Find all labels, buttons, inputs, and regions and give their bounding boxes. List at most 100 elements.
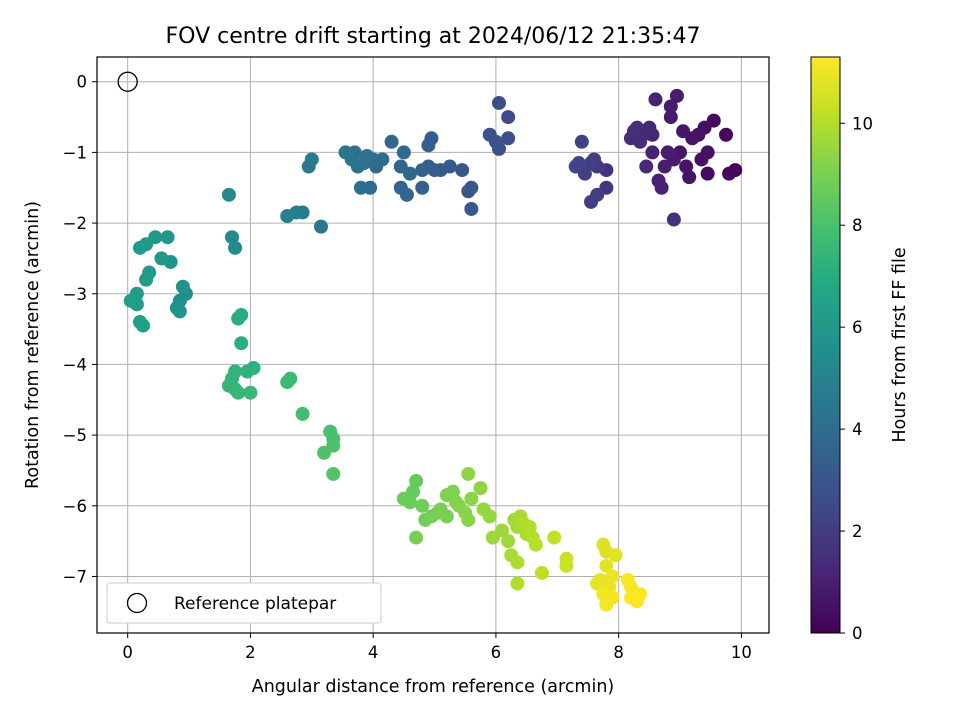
data-point bbox=[415, 163, 430, 178]
data-point bbox=[393, 159, 408, 174]
data-point bbox=[528, 537, 543, 552]
legend-reference-marker bbox=[126, 592, 148, 614]
y-tick-label: −5 bbox=[63, 426, 87, 445]
data-point bbox=[501, 110, 516, 125]
colorbar-tick-label: 4 bbox=[852, 420, 863, 439]
data-point bbox=[228, 240, 243, 255]
data-point bbox=[280, 209, 295, 224]
data-point bbox=[719, 127, 734, 142]
data-point bbox=[136, 318, 151, 333]
data-point bbox=[682, 170, 697, 185]
data-point bbox=[415, 498, 430, 513]
y-tick-label: −1 bbox=[63, 143, 87, 162]
grid-lines bbox=[97, 57, 769, 633]
data-point bbox=[491, 95, 506, 110]
data-point bbox=[590, 576, 605, 591]
y-axis-ticks: 0 −1 −2 −3 −4 −5 −6 −7 bbox=[63, 73, 97, 586]
data-point bbox=[396, 145, 411, 160]
data-point bbox=[501, 534, 516, 549]
data-point bbox=[461, 184, 476, 199]
colorbar-tick-label: 0 bbox=[852, 624, 863, 643]
data-point bbox=[240, 364, 255, 379]
data-point bbox=[584, 194, 599, 209]
data-point bbox=[663, 99, 678, 114]
colorbar-ticks: 0 2 4 6 8 10 bbox=[840, 114, 873, 643]
data-point bbox=[700, 145, 715, 160]
data-point bbox=[669, 88, 684, 103]
data-point bbox=[221, 187, 236, 202]
data-point bbox=[599, 558, 614, 573]
data-point bbox=[175, 279, 190, 294]
y-tick-label: 0 bbox=[77, 73, 88, 92]
data-point bbox=[132, 240, 147, 255]
data-point bbox=[482, 127, 497, 142]
colorbar: 0 2 4 6 8 10 Hours from first FF file bbox=[810, 56, 910, 643]
data-point bbox=[510, 576, 525, 591]
reference-point bbox=[117, 71, 138, 92]
x-tick-label: 0 bbox=[122, 643, 133, 662]
data-point bbox=[657, 159, 672, 174]
data-point bbox=[139, 272, 154, 287]
data-point bbox=[722, 166, 737, 181]
data-point bbox=[534, 565, 549, 580]
data-point bbox=[608, 548, 623, 563]
data-point bbox=[243, 385, 258, 400]
data-point bbox=[495, 523, 510, 538]
x-tick-label: 6 bbox=[491, 643, 502, 662]
legend-label: Reference platepar bbox=[174, 594, 336, 614]
legend: Reference platepar bbox=[106, 582, 382, 624]
data-point bbox=[623, 590, 638, 605]
y-tick-label: −2 bbox=[63, 214, 87, 233]
data-point bbox=[645, 145, 660, 160]
data-point bbox=[169, 300, 184, 315]
colorbar-tick-label: 8 bbox=[852, 216, 863, 235]
colorbar-tick-label: 10 bbox=[852, 114, 873, 133]
data-point bbox=[234, 336, 249, 351]
data-point bbox=[700, 166, 715, 181]
data-point bbox=[568, 159, 583, 174]
reference-marker bbox=[117, 71, 138, 92]
x-axis-label: Angular distance from reference (arcmin) bbox=[252, 677, 615, 697]
data-point bbox=[402, 495, 417, 510]
data-point bbox=[353, 180, 368, 195]
data-point bbox=[623, 131, 638, 146]
data-point bbox=[280, 375, 295, 390]
data-point bbox=[295, 406, 310, 421]
chart-title: FOV centre drift starting at 2024/06/12 … bbox=[166, 24, 701, 49]
data-point bbox=[464, 201, 479, 216]
y-tick-label: −7 bbox=[63, 567, 87, 586]
data-point bbox=[464, 491, 479, 506]
colorbar-tick-label: 6 bbox=[852, 318, 863, 337]
x-axis-ticks: 0 2 4 6 8 10 bbox=[122, 633, 752, 662]
colorbar-label: Hours from first FF file bbox=[890, 247, 910, 442]
data-point bbox=[160, 230, 175, 245]
data-point bbox=[409, 474, 424, 489]
data-points bbox=[123, 88, 743, 612]
data-point bbox=[663, 110, 678, 125]
data-point bbox=[338, 145, 353, 160]
data-point bbox=[648, 92, 663, 107]
data-point bbox=[314, 219, 328, 234]
data-point bbox=[501, 131, 516, 146]
colorbar-tick-label: 2 bbox=[852, 522, 863, 541]
data-point bbox=[522, 519, 537, 534]
data-point bbox=[654, 180, 669, 195]
legend-box bbox=[106, 582, 382, 624]
data-point bbox=[317, 445, 332, 460]
data-point bbox=[574, 134, 589, 149]
data-point bbox=[639, 159, 654, 174]
data-point bbox=[461, 466, 476, 481]
data-point bbox=[445, 484, 460, 499]
data-point bbox=[660, 145, 675, 160]
x-tick-label: 2 bbox=[245, 643, 256, 662]
y-axis-label: Rotation from reference (arcmin) bbox=[23, 201, 43, 489]
y-tick-label: −4 bbox=[63, 355, 87, 374]
data-point bbox=[415, 180, 430, 195]
data-point bbox=[384, 134, 399, 149]
data-point bbox=[439, 509, 454, 524]
data-point bbox=[326, 466, 341, 481]
data-point bbox=[510, 555, 525, 570]
data-point bbox=[225, 230, 240, 245]
data-point bbox=[301, 159, 316, 174]
